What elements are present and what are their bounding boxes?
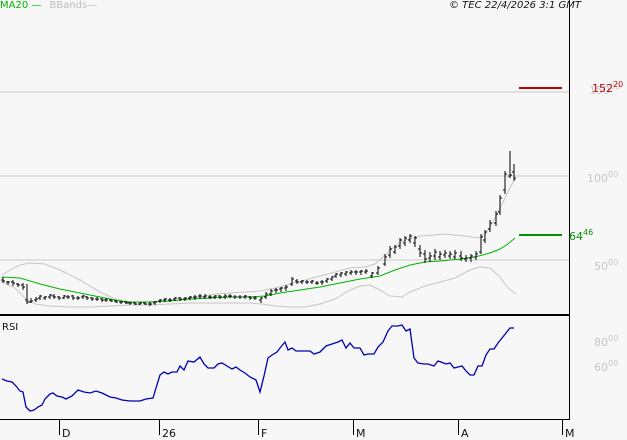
rsi-line: [1, 324, 514, 412]
ma20-line: [1, 237, 516, 303]
x-axis-ticks: [59, 419, 563, 435]
legend: MA20 — BBands—: [0, 0, 97, 11]
bband-lower-line: [1, 266, 517, 308]
price-bars: [1, 151, 516, 306]
x-label-26: 26: [162, 427, 176, 440]
legend-bbands-label: BBands: [49, 0, 88, 11]
ma20-marker-label: 6446: [569, 228, 594, 243]
copyright-timestamp: © TEC 22/4/2026 3:1 GMT: [449, 0, 581, 11]
resistance-marker-label: 15220: [592, 80, 624, 95]
legend-ma20[interactable]: MA20 —: [0, 0, 42, 11]
bband-upper-line: [1, 177, 517, 303]
y-label-150: 15000: [589, 82, 621, 97]
legend-ma20-label: MA20: [0, 0, 29, 11]
legend-bbands[interactable]: BBands—: [49, 0, 98, 11]
rsi-y-label-60: 6000: [594, 359, 619, 374]
y-label-50: 5000: [594, 258, 619, 273]
y-label-100: 10000: [587, 170, 619, 185]
rsi-panel-label: RSI: [2, 322, 19, 333]
rsi-y-label-80: 8000: [594, 334, 619, 349]
x-label-d: D: [62, 427, 71, 440]
x-label-a: A: [461, 427, 469, 440]
x-label-m2: M: [565, 427, 575, 440]
x-label-m: M: [356, 427, 366, 440]
x-label-f: F: [261, 427, 268, 440]
